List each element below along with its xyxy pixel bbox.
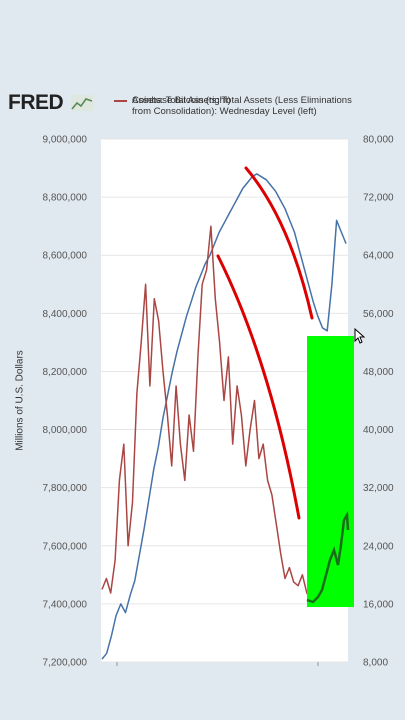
- left-axis-tick-label: 9,000,000: [43, 135, 88, 146]
- legend-label-total-assets: Assets: Total Assets: Total Assets (Less…: [132, 95, 352, 117]
- right-axis-tick-label: 40,000: [363, 425, 394, 436]
- left-axis-tick-label: 8,800,000: [43, 193, 88, 204]
- left-axis-tick-label: 7,200,000: [43, 658, 88, 669]
- left-axis-tick-label: 7,600,000: [43, 541, 88, 552]
- legend: Assets: Total Assets: Total Assets (Less…: [114, 95, 354, 117]
- right-axis-tick-label: 8,000: [363, 658, 388, 669]
- right-axis-tick-label: 16,000: [363, 599, 394, 610]
- fred-logo[interactable]: FRED: [8, 91, 93, 115]
- left-axis-tick-label: 7,800,000: [43, 483, 88, 494]
- right-axis-tick-label: 56,000: [363, 309, 394, 320]
- left-axis-tick-label: 8,400,000: [43, 309, 88, 320]
- fred-logo-text: FRED: [8, 91, 64, 114]
- fred-graph-icon: [70, 95, 93, 112]
- y-axis-title: Millions of U.S. Dollars: [14, 350, 26, 451]
- legend-label-bitcoin: Coinbase Bitcoin (right): [132, 95, 231, 106]
- annotation-stroke-upper: [244, 166, 314, 320]
- right-axis-tick-label: 80,000: [363, 135, 394, 146]
- pointer-cursor-icon: [354, 328, 366, 344]
- right-axis-tick-label: 24,000: [363, 541, 394, 552]
- left-axis-tick-label: 8,600,000: [43, 251, 88, 262]
- right-axis-tick-label: 32,000: [363, 483, 394, 494]
- legend-swatch-red: [114, 100, 127, 102]
- trend-line-bitcoin: [306, 510, 350, 604]
- legend-item-bitcoin[interactable]: Coinbase Bitcoin (right): [114, 95, 354, 106]
- left-axis-tick-label: 8,000,000: [43, 425, 88, 436]
- series-line-total-assets: [101, 173, 347, 660]
- right-axis-tick-label: 72,000: [363, 193, 394, 204]
- left-axis-tick-label: 8,200,000: [43, 367, 88, 378]
- series-line-bitcoin: [101, 225, 347, 605]
- right-axis-tick-label: 64,000: [363, 251, 394, 262]
- left-axis-tick-label: 7,400,000: [43, 599, 88, 610]
- annotation-stroke-lower: [216, 254, 301, 520]
- highlight-box: [307, 336, 354, 607]
- right-axis-tick-label: 48,000: [363, 367, 394, 378]
